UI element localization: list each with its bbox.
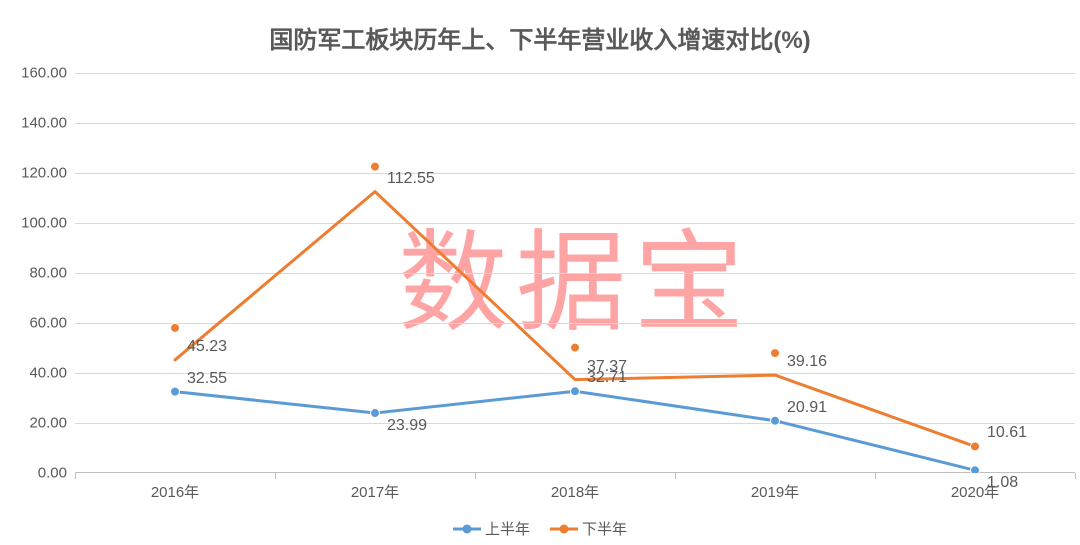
x-tick xyxy=(875,473,876,479)
data-label: 39.16 xyxy=(787,353,827,371)
legend-label: 上半年 xyxy=(485,518,530,539)
series-marker xyxy=(371,409,380,418)
data-label: 1.08 xyxy=(987,474,1018,492)
y-tick-label: 120.00 xyxy=(21,165,67,182)
y-tick-label: 100.00 xyxy=(21,215,67,232)
data-label: 32.55 xyxy=(187,370,227,388)
series-line xyxy=(175,192,975,447)
series-marker xyxy=(971,442,980,451)
x-tick xyxy=(1075,473,1076,479)
x-tick xyxy=(275,473,276,479)
x-tick xyxy=(75,473,76,479)
data-label: 23.99 xyxy=(387,417,427,435)
data-label: 20.91 xyxy=(787,399,827,417)
legend: 上半年 下半年 xyxy=(0,518,1080,539)
legend-item: 上半年 xyxy=(453,518,530,539)
series-marker xyxy=(171,323,180,332)
y-tick-label: 80.00 xyxy=(29,265,67,282)
series-marker xyxy=(771,416,780,425)
series-marker xyxy=(571,343,580,352)
x-tick-label: 2016年 xyxy=(151,481,199,502)
data-label: 10.61 xyxy=(987,424,1027,442)
x-tick-label: 2018年 xyxy=(551,481,599,502)
legend-item: 下半年 xyxy=(550,518,627,539)
chart-container: 国防军工板块历年上、下半年营业收入增速对比(%) 数据宝 0.0020.0040… xyxy=(0,0,1080,545)
legend-label: 下半年 xyxy=(582,518,627,539)
data-label: 112.55 xyxy=(387,170,435,188)
series-marker xyxy=(971,466,980,473)
data-label: 37.37 xyxy=(587,358,627,376)
series-marker xyxy=(771,349,780,358)
chart-svg xyxy=(75,73,1075,473)
series-marker xyxy=(571,387,580,396)
x-tick-label: 2019年 xyxy=(751,481,799,502)
plot-area: 数据宝 0.0020.0040.0060.0080.00100.00120.00… xyxy=(75,73,1075,473)
x-tick xyxy=(675,473,676,479)
y-tick-label: 60.00 xyxy=(29,315,67,332)
x-tick xyxy=(475,473,476,479)
chart-title: 国防军工板块历年上、下半年营业收入增速对比(%) xyxy=(20,20,1060,55)
legend-marker xyxy=(560,524,569,533)
y-tick-label: 20.00 xyxy=(29,415,67,432)
y-tick-label: 160.00 xyxy=(21,65,67,82)
series-marker xyxy=(371,162,380,171)
data-label: 45.23 xyxy=(187,338,227,356)
series-marker xyxy=(171,387,180,396)
y-tick-label: 40.00 xyxy=(29,365,67,382)
y-tick-label: 0.00 xyxy=(38,465,67,482)
y-tick-label: 140.00 xyxy=(21,115,67,132)
legend-marker xyxy=(462,524,471,533)
x-tick-label: 2017年 xyxy=(351,481,399,502)
